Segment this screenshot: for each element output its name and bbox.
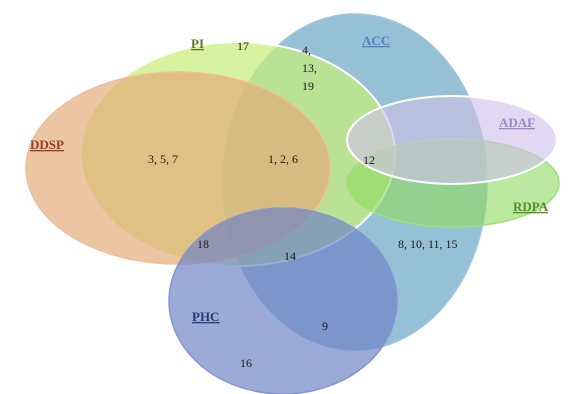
region-ddsp-pi: 3, 5, 7 [148,152,178,166]
set-label-acc: ACC [362,33,390,48]
region-acc-only: 8, 10, 11, 15 [398,237,458,251]
set-label-rdpa: RDPA [513,199,549,214]
region-ddsp-pi-acc: 1, 2, 6 [268,152,298,166]
set-adaf-ellipse [346,95,558,185]
region-adaf-rdpa-acc-pi: 12 [363,153,375,167]
set-label-pi: PI [191,36,204,51]
region-pi-acc-line-2: 13, [302,61,317,75]
region-acc-phc: 9 [322,319,328,333]
set-phc-ellipse [168,207,398,394]
set-label-adaf: ADAF [499,115,535,130]
region-pi-acc-line-1: 4, [302,43,311,57]
region-ddsp-pi-phc: 18 [197,237,209,251]
region-acc-phc-pi: 14 [284,249,296,263]
set-label-ddsp: DDSP [30,137,64,152]
region-pi-acc-line-3: 19 [302,79,314,93]
region-phc-only: 16 [240,356,252,370]
region-pi-only: 17 [237,39,249,53]
set-label-phc: PHC [192,309,219,324]
